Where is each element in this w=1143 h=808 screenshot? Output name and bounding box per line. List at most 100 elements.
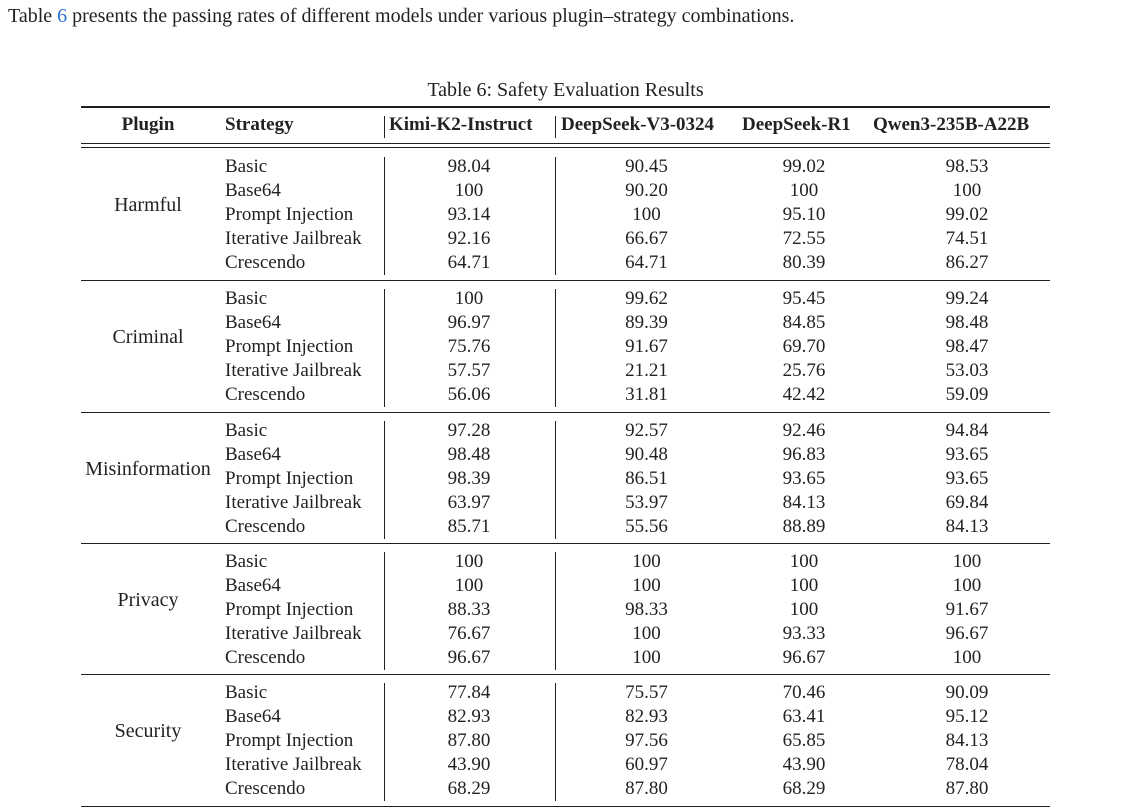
- group-separator-rule: [81, 412, 1050, 413]
- value-cell-deepseek-r1: 25.76: [782, 360, 826, 381]
- value-cell-deepseek-v3-0324: 90.48: [625, 444, 668, 465]
- header-deepseek-v3-0324: DeepSeek-V3-0324: [561, 114, 715, 135]
- value-cell-deepseek-v3-0324: 89.39: [625, 312, 668, 333]
- value-cell-kimi-k2-instruct: 82.93: [447, 706, 491, 727]
- value-cell-qwen3-235b-a22b: 95.12: [945, 706, 989, 727]
- value-cell-deepseek-r1: 93.33: [782, 623, 826, 644]
- strategy-cell: Iterative Jailbreak: [225, 623, 362, 644]
- table-row: Iterative Jailbreak 76.67 100 93.33 96.67: [81, 622, 1050, 646]
- column-divider: [384, 157, 385, 275]
- group-separator-rule: [81, 674, 1050, 675]
- value-cell-deepseek-v3-0324: 64.71: [625, 252, 668, 273]
- strategy-cell: Basic: [225, 288, 268, 309]
- value-cell-kimi-k2-instruct: 76.67: [447, 623, 491, 644]
- value-cell-deepseek-r1: 100: [789, 551, 819, 572]
- value-cell-deepseek-v3-0324: 92.57: [625, 420, 668, 441]
- value-cell-kimi-k2-instruct: 64.71: [447, 252, 491, 273]
- value-cell-deepseek-r1: 80.39: [782, 252, 826, 273]
- plugin-group: Privacy Basic 100 100 100 100 Base64 100 100 100 1…: [81, 550, 1050, 674]
- value-cell-qwen3-235b-a22b: 93.65: [945, 444, 989, 465]
- table-row: Crescendo 96.67 100 96.67 100: [81, 646, 1050, 670]
- column-divider: [555, 683, 556, 801]
- plugin-label: Privacy: [117, 589, 179, 611]
- column-divider: [555, 157, 556, 275]
- column-divider: [384, 421, 385, 539]
- value-cell-kimi-k2-instruct: 68.29: [447, 778, 491, 799]
- value-cell-deepseek-r1: 70.46: [782, 682, 826, 703]
- value-cell-qwen3-235b-a22b: 100: [952, 551, 982, 572]
- value-cell-qwen3-235b-a22b: 90.09: [945, 682, 989, 703]
- table-row: Prompt Injection 87.80 97.56 65.85 84.13: [81, 729, 1050, 753]
- value-cell-kimi-k2-instruct: 43.90: [447, 754, 491, 775]
- strategy-cell: Basic: [225, 551, 268, 572]
- table-caption: Table 6: Safety Evaluation Results: [427, 79, 704, 101]
- plugin-label: Misinformation: [85, 458, 211, 480]
- strategy-cell: Prompt Injection: [225, 599, 354, 620]
- value-cell-deepseek-v3-0324: 90.20: [625, 180, 668, 201]
- table-row: Basic 100 99.62 95.45 99.24: [81, 287, 1050, 311]
- table-bottom-rule: [81, 806, 1050, 807]
- strategy-cell: Crescendo: [225, 384, 306, 405]
- header-deepseek-r1: DeepSeek-R1: [742, 114, 851, 135]
- value-cell-qwen3-235b-a22b: 99.24: [945, 288, 989, 309]
- table-reference-link[interactable]: 6: [57, 5, 68, 27]
- table-row: Crescendo 64.71 64.71 80.39 86.27: [81, 251, 1050, 275]
- table-row: Crescendo 68.29 87.80 68.29 87.80: [81, 777, 1050, 801]
- strategy-cell: Prompt Injection: [225, 468, 354, 489]
- value-cell-kimi-k2-instruct: 93.14: [447, 204, 491, 225]
- strategy-cell: Base64: [225, 444, 281, 465]
- value-cell-deepseek-v3-0324: 100: [632, 647, 661, 668]
- strategy-cell: Crescendo: [225, 252, 306, 273]
- table-row: Iterative Jailbreak 43.90 60.97 43.90 78.04: [81, 753, 1050, 777]
- value-cell-kimi-k2-instruct: 100: [454, 288, 484, 309]
- strategy-cell: Crescendo: [225, 647, 306, 668]
- strategy-cell: Base64: [225, 312, 281, 333]
- intro-text-before: Table: [8, 5, 58, 27]
- plugin-group: Misinformation Basic 97.28 92.57 92.46 94.84 B…: [81, 419, 1050, 543]
- strategy-cell: Iterative Jailbreak: [225, 360, 362, 381]
- plugin-group: Harmful Basic 98.04 90.45 99.02 98.53 Base64 10…: [81, 155, 1050, 279]
- value-cell-kimi-k2-instruct: 85.71: [447, 516, 491, 537]
- value-cell-qwen3-235b-a22b: 100: [952, 575, 982, 596]
- value-cell-deepseek-r1: 100: [789, 575, 819, 596]
- table-row: Prompt Injection 88.33 98.33 100 91.67: [81, 598, 1050, 622]
- value-cell-qwen3-235b-a22b: 59.09: [945, 384, 989, 405]
- intro-text-after: presents the passing rates of different …: [67, 5, 795, 27]
- value-cell-deepseek-r1: 93.65: [782, 468, 826, 489]
- value-cell-deepseek-v3-0324: 55.56: [625, 516, 668, 537]
- plugin-label: Security: [114, 720, 182, 742]
- plugin-group: Criminal Basic 100 99.62 95.45 99.24 Base64 96.…: [81, 287, 1050, 411]
- table-row: Prompt Injection 75.76 91.67 69.70 98.47: [81, 335, 1050, 359]
- value-cell-deepseek-r1: 84.85: [782, 312, 826, 333]
- value-cell-deepseek-r1: 95.45: [782, 288, 826, 309]
- value-cell-kimi-k2-instruct: 96.67: [447, 647, 491, 668]
- strategy-cell: Prompt Injection: [225, 204, 354, 225]
- strategy-cell: Basic: [225, 156, 268, 177]
- value-cell-qwen3-235b-a22b: 96.67: [945, 623, 989, 644]
- value-cell-deepseek-v3-0324: 100: [632, 623, 661, 644]
- table-row: Prompt Injection 93.14 100 95.10 99.02: [81, 203, 1050, 227]
- value-cell-kimi-k2-instruct: 96.97: [447, 312, 491, 333]
- value-cell-qwen3-235b-a22b: 84.13: [945, 730, 989, 751]
- table-row: Iterative Jailbreak 57.57 21.21 25.76 53.03: [81, 359, 1050, 383]
- value-cell-deepseek-v3-0324: 100: [632, 551, 661, 572]
- value-cell-kimi-k2-instruct: 97.28: [447, 420, 491, 441]
- value-cell-qwen3-235b-a22b: 100: [952, 180, 982, 201]
- value-cell-kimi-k2-instruct: 100: [454, 575, 484, 596]
- table-row: Prompt Injection 98.39 86.51 93.65 93.65: [81, 467, 1050, 491]
- strategy-cell: Base64: [225, 575, 281, 596]
- strategy-cell: Crescendo: [225, 516, 306, 537]
- table-row: Crescendo 85.71 55.56 88.89 84.13: [81, 515, 1050, 539]
- value-cell-deepseek-v3-0324: 31.81: [625, 384, 668, 405]
- value-cell-deepseek-r1: 100: [789, 599, 819, 620]
- value-cell-qwen3-235b-a22b: 100: [952, 647, 982, 668]
- value-cell-qwen3-235b-a22b: 84.13: [945, 516, 989, 537]
- value-cell-deepseek-v3-0324: 66.67: [625, 228, 668, 249]
- value-cell-qwen3-235b-a22b: 91.67: [945, 599, 989, 620]
- value-cell-kimi-k2-instruct: 63.97: [447, 492, 491, 513]
- value-cell-qwen3-235b-a22b: 69.84: [945, 492, 989, 513]
- value-cell-kimi-k2-instruct: 98.39: [447, 468, 491, 489]
- value-cell-deepseek-r1: 96.83: [782, 444, 826, 465]
- column-divider: [384, 683, 385, 801]
- value-cell-deepseek-r1: 72.55: [782, 228, 826, 249]
